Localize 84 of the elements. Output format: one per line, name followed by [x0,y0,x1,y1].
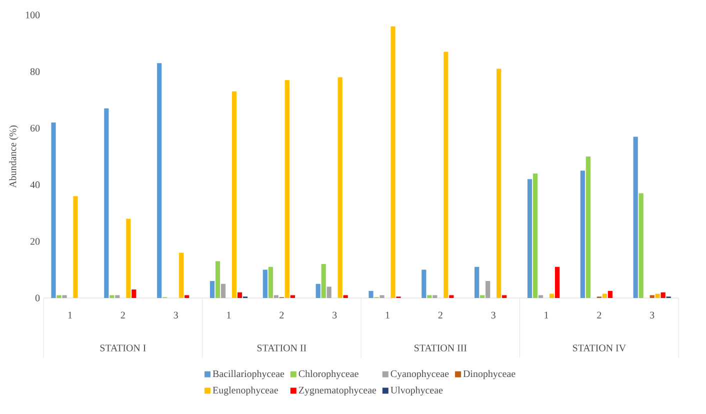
bar [427,295,432,298]
x-tick-label: 2 [120,312,125,318]
bar [580,170,585,298]
bar [290,295,295,298]
bar [284,80,290,298]
bar [51,122,56,298]
legend-label: Zygnematophyceae [298,386,376,396]
bar [650,295,654,298]
text: STATION IV [572,344,626,352]
legend-label: Cyanophyceae [390,370,449,380]
bar [115,295,120,298]
x-tick-label: 3 [332,312,337,318]
bar [586,156,590,298]
y-tick-label: 80 [30,68,40,75]
bar [660,292,666,298]
x-tick-label: 2 [438,312,442,318]
bar [132,290,136,298]
bar [179,252,184,298]
x-tick-label: 2 [280,312,284,318]
bar [608,290,612,298]
x-tick-label: 2 [597,312,602,318]
bar [237,292,242,298]
bar [73,196,78,298]
bar [633,136,638,298]
bar [380,295,384,298]
legend-label: Ulvophyceae [390,386,443,396]
bar [321,264,326,298]
legend-label: Chlorophyceae [298,370,358,380]
y-axis-title: Abundance (%) [9,126,18,188]
bar [338,77,342,298]
legend-label: Bacillariophyceae [212,370,284,380]
bar [184,295,190,298]
bar [268,266,273,298]
bar [444,52,448,298]
x-tick-label: 3 [174,312,178,318]
bar [220,284,226,298]
bar [474,266,480,298]
bar [486,281,490,298]
bar [549,294,554,298]
bar [554,266,560,298]
text: STATION I [100,344,146,352]
bar [390,26,396,298]
bar [368,290,374,298]
y-tick-label: 0 [35,294,40,302]
bar [215,261,220,298]
y-tick-label: 20 [30,238,40,245]
bar [210,281,215,298]
bar [56,295,62,298]
bar [602,294,607,298]
bar [326,286,332,298]
x-tick-label: 1 [227,312,231,318]
bar [62,295,67,298]
bar [638,193,644,298]
bar [655,294,660,298]
text: STATION III [414,344,467,352]
bar [110,295,114,298]
x-tick-label: 1 [544,312,548,318]
bar [274,295,278,298]
bar [343,295,348,298]
bar [496,68,502,298]
bar [232,91,237,298]
x-tick-label: 3 [650,312,654,318]
bar [126,218,131,298]
legend-label: Dinophyceae [463,370,516,380]
bar [527,179,532,298]
bar [449,295,454,298]
legend-label: Euglenophyceae [212,386,278,396]
bar [532,173,538,298]
bar [157,63,162,298]
bar [432,295,438,298]
bar [502,295,507,298]
y-tick-label: 40 [30,181,40,188]
bar [422,270,426,298]
bar [538,295,544,298]
x-tick-label: 3 [491,312,496,318]
bar [316,284,320,298]
y-tick-label: 60 [30,124,40,132]
x-tick-label: 1 [386,312,390,318]
text: STATION II [257,344,306,352]
bar [104,108,109,298]
bar [480,295,485,298]
x-tick-label: 1 [68,312,72,318]
bar [262,270,268,298]
y-tick-label: 100 [26,12,40,18]
